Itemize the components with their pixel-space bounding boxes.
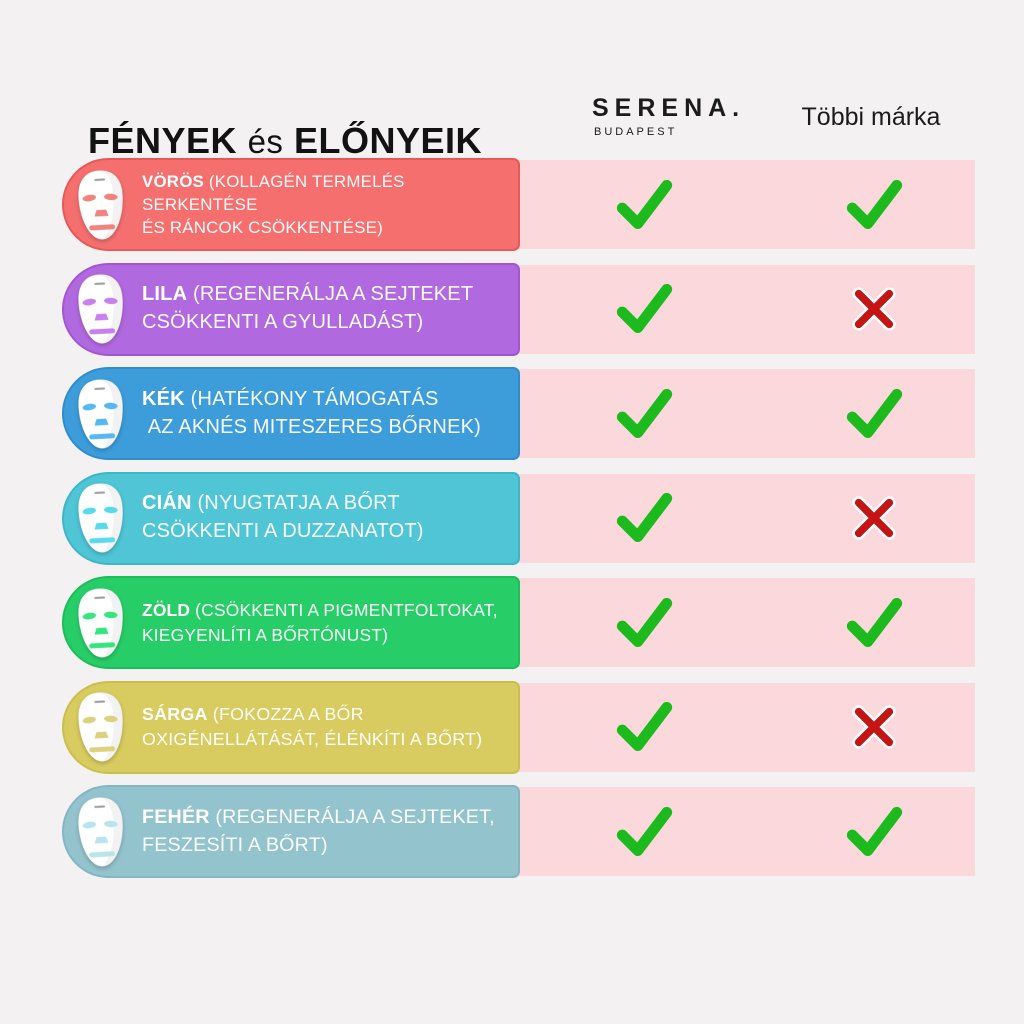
led-mask-icon xyxy=(78,692,123,762)
table-row: KÉK (HATÉKONY TÁMOGATÁS AZ AKNÉS MITESZE… xyxy=(62,367,975,460)
light-pill: KÉK (HATÉKONY TÁMOGATÁS AZ AKNÉS MITESZE… xyxy=(62,367,520,460)
other-brand-mark xyxy=(843,592,905,654)
serena-mark xyxy=(613,383,675,445)
check-icon xyxy=(616,179,673,229)
light-benefit-text: (CSÖKKENTI A PIGMENTFOLTOKAT, KIEGYENLÍT… xyxy=(142,600,498,645)
other-brand-mark xyxy=(843,383,905,445)
check-icon xyxy=(616,701,673,752)
light-name: ZÖLD xyxy=(142,600,191,621)
light-description: FEHÉR (REGENERÁLJA A SEJTEKET, FESZESÍTI… xyxy=(142,804,495,858)
table-row: FEHÉR (REGENERÁLJA A SEJTEKET, FESZESÍTI… xyxy=(62,785,975,878)
other-brand-mark xyxy=(843,801,905,863)
light-description: KÉK (HATÉKONY TÁMOGATÁS AZ AKNÉS MITESZE… xyxy=(142,386,481,441)
cross-icon xyxy=(852,496,896,540)
check-icon xyxy=(616,492,673,543)
table-row: SÁRGA (FOKOZZA A BŐR OXIGÉNELLÁTÁSÁT, ÉL… xyxy=(62,680,975,774)
title-part-es: és xyxy=(247,123,284,161)
light-name: CIÁN xyxy=(142,492,192,515)
title-part-fenyek: FÉNYEK xyxy=(88,120,238,162)
light-name: LILA xyxy=(142,283,188,306)
light-description: SÁRGA (FOKOZZA A BŐR OXIGÉNELLÁTÁSÁT, ÉL… xyxy=(142,702,482,751)
check-icon xyxy=(616,597,673,647)
column-header-other-brands: Többi márka xyxy=(801,103,941,131)
light-name: FEHÉR xyxy=(142,806,210,829)
check-icon xyxy=(616,283,673,334)
light-benefit-text: (HATÉKONY TÁMOGATÁS AZ AKNÉS MITESZERES … xyxy=(147,387,482,438)
serena-logo-wordmark: SERENA. xyxy=(592,94,746,122)
light-pill: FEHÉR (REGENERÁLJA A SEJTEKET, FESZESÍTI… xyxy=(62,785,520,878)
led-mask-icon xyxy=(78,588,123,657)
serena-logo: SERENA. BUDAPEST xyxy=(592,94,745,138)
light-description: VÖRÖS (KOLLAGÉN TERMELÉS SERKENTÉSE ÉS R… xyxy=(142,170,510,240)
light-benefit-text: (REGENERÁLJA A SEJTEKET, FESZESÍTI A BŐR… xyxy=(142,806,495,856)
light-pill: VÖRÖS (KOLLAGÉN TERMELÉS SERKENTÉSE ÉS R… xyxy=(62,158,520,251)
light-description: CIÁN (NYUGTATJA A BŐRT CSÖKKENTI A DUZZA… xyxy=(142,490,424,545)
light-benefit-text: (KOLLAGÉN TERMELÉS SERKENTÉSE ÉS RÁNCOK … xyxy=(142,171,405,238)
other-brand-mark xyxy=(843,174,905,236)
check-icon xyxy=(616,388,673,438)
table-row: LILA (REGENERÁLJA A SEJTEKET CSÖKKENTI A… xyxy=(62,262,975,356)
light-benefit-text: (FOKOZZA A BŐR OXIGÉNELLÁTÁSÁT, ÉLÉNKÍTI… xyxy=(142,704,483,749)
check-icon xyxy=(846,388,903,438)
serena-mark xyxy=(613,487,675,549)
check-icon xyxy=(616,806,673,856)
led-mask-icon xyxy=(78,379,123,448)
light-description: LILA (REGENERÁLJA A SEJTEKET CSÖKKENTI A… xyxy=(142,281,473,336)
serena-mark xyxy=(613,174,675,236)
light-name: SÁRGA xyxy=(142,704,208,725)
other-brand-mark xyxy=(847,700,901,754)
check-icon xyxy=(846,179,903,229)
table-row: CIÁN (NYUGTATJA A BŐRT CSÖKKENTI A DUZZA… xyxy=(62,471,975,565)
light-pill: ZÖLD (CSÖKKENTI A PIGMENTFOLTOKAT, KIEGY… xyxy=(62,576,520,669)
cross-icon xyxy=(852,705,896,749)
light-name: KÉK xyxy=(142,387,185,410)
led-mask-icon xyxy=(78,483,123,553)
light-name: VÖRÖS xyxy=(142,171,205,191)
serena-mark xyxy=(613,801,675,863)
other-brand-mark xyxy=(847,282,901,336)
light-description: ZÖLD (CSÖKKENTI A PIGMENTFOLTOKAT, KIEGY… xyxy=(142,598,498,646)
check-icon xyxy=(846,597,903,647)
led-mask-icon xyxy=(78,797,123,866)
table-row: VÖRÖS (KOLLAGÉN TERMELÉS SERKENTÉSE ÉS R… xyxy=(62,158,975,251)
light-benefit-text: (REGENERÁLJA A SEJTEKET CSÖKKENTI A GYUL… xyxy=(142,283,474,333)
title-part-elonyeik: ELŐNYEIK xyxy=(293,120,482,162)
cross-icon xyxy=(852,287,896,331)
page-title: FÉNYEK és ELŐNYEIK xyxy=(62,120,508,162)
serena-mark xyxy=(613,278,675,340)
led-mask-icon xyxy=(78,170,123,239)
table-row: ZÖLD (CSÖKKENTI A PIGMENTFOLTOKAT, KIEGY… xyxy=(62,576,975,669)
light-pill: CIÁN (NYUGTATJA A BŐRT CSÖKKENTI A DUZZA… xyxy=(62,471,520,565)
other-brand-mark xyxy=(847,491,901,545)
light-pill: LILA (REGENERÁLJA A SEJTEKET CSÖKKENTI A… xyxy=(62,262,520,356)
light-benefit-text: (NYUGTATJA A BŐRT CSÖKKENTI A DUZZANATOT… xyxy=(142,492,424,542)
light-pill: SÁRGA (FOKOZZA A BŐR OXIGÉNELLÁTÁSÁT, ÉL… xyxy=(62,680,520,774)
serena-mark xyxy=(613,592,675,654)
check-icon xyxy=(846,806,903,856)
serena-mark xyxy=(613,696,675,758)
led-mask-icon xyxy=(78,274,123,344)
serena-logo-city: BUDAPEST xyxy=(594,126,678,138)
